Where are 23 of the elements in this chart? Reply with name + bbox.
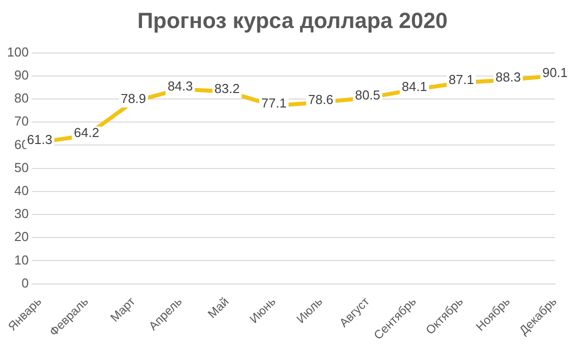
y-tick-label: 100: [6, 44, 29, 60]
y-tick-label: 40: [14, 182, 29, 198]
data-label: 87.1: [448, 72, 474, 88]
y-tick-label: 90: [14, 67, 29, 82]
y-tick-label: 30: [14, 206, 29, 222]
data-label: 78.9: [120, 91, 146, 106]
data-label: 90.1: [542, 65, 568, 80]
data-label: 77.1: [261, 95, 287, 110]
data-label: 64.2: [74, 125, 100, 140]
data-label: 84.3: [168, 78, 193, 94]
data-label: 84.1: [402, 79, 428, 94]
data-label: 61.3: [27, 132, 52, 147]
chart-title: Прогноз курса доллара 2020: [136, 7, 449, 35]
data-label: 83.2: [214, 81, 240, 96]
data-label: 80.5: [354, 87, 380, 102]
y-tick-label: 70: [14, 114, 29, 129]
y-tick-label: 10: [14, 252, 29, 268]
y-tick-label: 20: [14, 229, 29, 244]
data-label: 88.3: [495, 69, 521, 84]
data-label: 78.6: [308, 92, 334, 107]
y-tick-label: 80: [14, 90, 29, 106]
y-tick-label: 0: [21, 275, 29, 290]
y-tick-label: 50: [14, 160, 29, 175]
